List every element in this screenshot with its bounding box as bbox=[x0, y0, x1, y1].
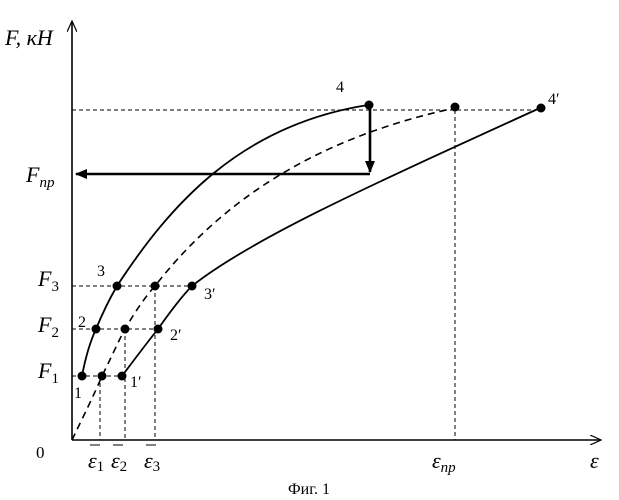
point-dashed-3 bbox=[151, 282, 160, 291]
point-dashed-2 bbox=[121, 325, 130, 334]
label-point-3-prime: 3′ bbox=[204, 286, 216, 303]
tick-enp-main: ε bbox=[432, 448, 441, 473]
tick-F3-main: F bbox=[37, 266, 52, 291]
data-points bbox=[78, 101, 546, 381]
label-point-3: 3 bbox=[97, 263, 105, 280]
tick-e2-main: ε bbox=[111, 448, 120, 473]
label-point-2: 2 bbox=[78, 314, 86, 331]
tick-e1-sub: 1 bbox=[97, 459, 105, 475]
tick-F2-main: F bbox=[37, 312, 52, 337]
tick-e1-main: ε bbox=[88, 448, 97, 473]
tick-F1: F1 bbox=[37, 358, 59, 387]
point-dashed-1 bbox=[98, 372, 107, 381]
point-2-prime bbox=[154, 325, 163, 334]
label-point-4-prime: 4′ bbox=[548, 91, 560, 108]
tick-F3: F3 bbox=[37, 266, 59, 295]
y-axis-label: F, кН bbox=[4, 25, 54, 50]
point-4-prime bbox=[537, 104, 546, 113]
tick-F-np-sub: пр bbox=[39, 175, 55, 191]
tick-F-np-main: F bbox=[25, 162, 40, 187]
label-point-1: 1 bbox=[74, 385, 82, 402]
tick-e2: ε2 bbox=[111, 448, 127, 475]
tick-F2: F2 bbox=[37, 312, 59, 341]
label-point-4: 4 bbox=[336, 79, 344, 96]
label-point-1-prime: 1′ bbox=[130, 374, 142, 391]
tick-F2-sub: 2 bbox=[51, 325, 59, 341]
point-4 bbox=[365, 101, 374, 110]
origin-label: 0 bbox=[36, 443, 45, 462]
tick-e3-main: ε bbox=[144, 448, 153, 473]
tick-F1-main: F bbox=[37, 358, 52, 383]
tick-F3-sub: 3 bbox=[51, 279, 59, 295]
y-axis-label-unit: , кН bbox=[16, 25, 54, 50]
tick-enp-sub: пр bbox=[441, 460, 457, 476]
x-axis-label: ε bbox=[590, 448, 599, 473]
tick-enp: εпр bbox=[432, 448, 456, 476]
tick-F-np: Fпр bbox=[25, 162, 55, 191]
point-1 bbox=[78, 372, 87, 381]
point-1-prime bbox=[118, 372, 127, 381]
point-2 bbox=[92, 325, 101, 334]
tick-e3-sub: 3 bbox=[153, 459, 161, 475]
tick-e2-sub: 2 bbox=[120, 459, 128, 475]
figure-caption: Фиг. 1 bbox=[288, 481, 330, 498]
tick-e1: ε1 bbox=[88, 448, 104, 475]
point-3 bbox=[113, 282, 122, 291]
point-3-prime bbox=[188, 282, 197, 291]
curve-loading bbox=[82, 105, 368, 376]
tick-e3: ε3 bbox=[144, 448, 160, 475]
point-dashed-4 bbox=[451, 103, 460, 112]
tick-F1-sub: 1 bbox=[51, 371, 59, 387]
label-point-2-prime: 2′ bbox=[170, 327, 182, 344]
